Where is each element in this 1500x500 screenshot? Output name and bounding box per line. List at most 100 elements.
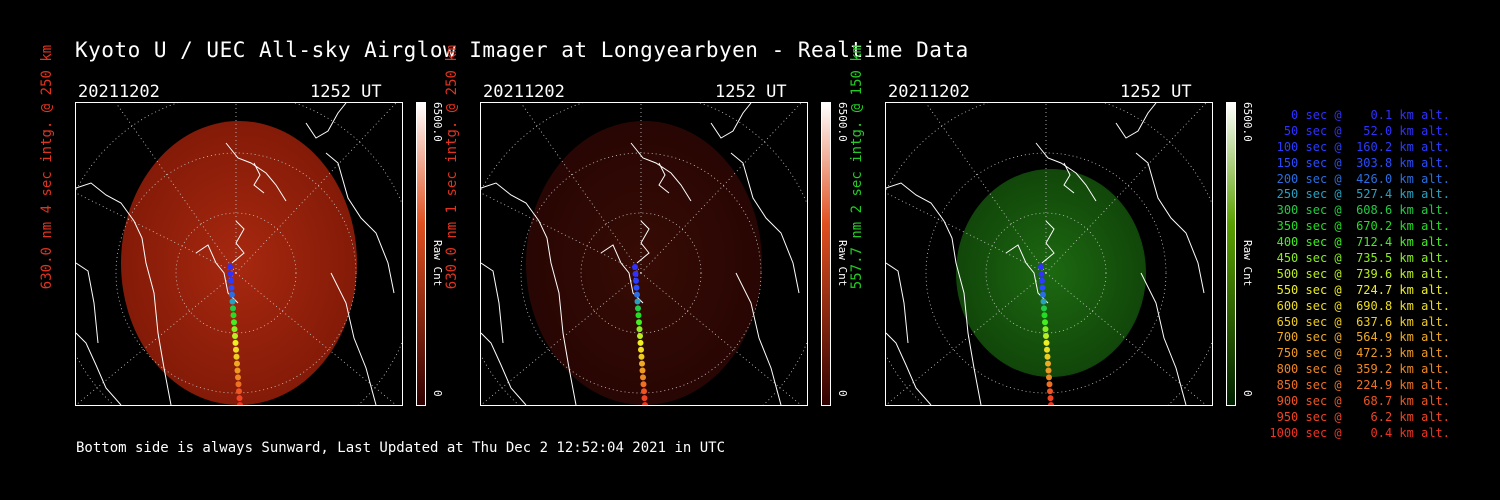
legend-row: 1000 sec @ 0.4 km alt. [1269,425,1450,440]
trajectory-point [229,298,236,305]
coastline [1063,162,1075,194]
grid-line [925,103,1047,274]
legend-row: 300 sec @ 608.6 km alt. [1269,203,1450,218]
colorbar [821,102,831,406]
trajectory-point [641,395,648,402]
trajectory-point [232,333,238,339]
grid-line [640,272,802,405]
coastline [225,142,287,202]
trajectory-point [1039,284,1046,291]
legend-row: 100 sec @ 160.2 km alt. [1269,139,1450,154]
coastline [231,220,245,264]
trajectory-point [1048,402,1054,405]
grid-line [115,103,237,274]
panel-time: 1252 UT [310,82,382,102]
colorbar-min: 0 [1241,390,1254,397]
trajectory-point [1040,291,1046,298]
coastline [330,272,377,405]
trajectory-point [228,277,234,284]
trajectory-point [1042,319,1048,326]
trajectory-point [642,402,648,405]
colorbar-min: 0 [431,390,444,397]
colorbar-max: 6500.0 [836,102,849,142]
trajectory-point [1039,277,1045,284]
coastline [305,103,347,139]
coastline [325,152,395,294]
trajectory-point [1042,326,1049,333]
coastline [76,332,122,405]
colorbar-unit: Raw Cnt [431,240,444,287]
trajectory-point [233,353,240,360]
panel-time: 1252 UT [715,82,787,102]
colorbar-min: 0 [836,390,849,397]
trajectory-point [637,333,643,339]
coastline [1115,103,1157,139]
legend-row: 150 sec @ 303.8 km alt. [1269,155,1450,170]
grid-circle [580,212,702,334]
trajectory-point [639,360,645,367]
trajectory-point [632,270,639,277]
trajectory-point [1045,360,1051,367]
trajectory-point [235,381,242,388]
trajectory-point [640,381,647,388]
trajectory-point [237,402,243,405]
coastline [886,262,909,344]
trajectory-point [227,264,233,270]
grid-circle [175,212,297,334]
legend-row: 450 sec @ 735.5 km alt. [1269,251,1450,266]
trajectory-point [634,298,641,305]
grid-circle [520,152,762,394]
trajectory-point [1044,346,1050,353]
panel-date: 20211202 [483,82,565,102]
legend-row: 0 sec @ 0.1 km alt. [1269,108,1450,122]
allsky-image [75,102,403,406]
trajectory-point [640,374,646,381]
trajectory-point [1046,381,1053,388]
panel-ylabel: 630.0 nm 1 sec intg. @ 250 km [444,44,460,290]
trajectory-point [641,388,647,395]
page-title: Kyoto U / UEC All-sky Airglow Imager at … [75,38,969,62]
panel-ylabel: 557.7 nm 2 sec intg. @ 150 km [849,44,865,290]
coastline [735,272,782,405]
panel-date: 20211202 [78,82,160,102]
trajectory-point [1038,264,1044,270]
trajectory-point [636,319,642,326]
trajectory-point [231,326,238,333]
legend-row: 850 sec @ 224.9 km alt. [1269,378,1450,393]
grid-line [76,272,237,405]
grid-line [886,272,1047,405]
legend-row: 750 sec @ 472.3 km alt. [1269,346,1450,361]
trajectory-point [635,305,641,312]
trajectory-point [1043,339,1050,346]
grid-line [520,103,642,274]
trajectory-point [634,291,640,298]
grid-circle [925,152,1167,394]
trajectory-point [636,326,643,333]
trajectory-point [1040,298,1047,305]
coastline [630,142,692,202]
legend-row: 600 sec @ 690.8 km alt. [1269,298,1450,313]
trajectory-point [1047,388,1053,395]
legend-row: 950 sec @ 6.2 km alt. [1269,409,1450,424]
trajectory-point [234,360,240,367]
legend-row: 200 sec @ 426.0 km alt. [1269,171,1450,186]
panel-630-1s: 20211202 1252 UT 630.0 nm 1 sec intg. @ … [444,45,890,440]
coastline [1035,142,1097,202]
footer-note: Bottom side is always Sunward, Last Upda… [76,440,726,456]
coastline [730,152,800,294]
coastline [76,182,172,405]
grid-line [1045,272,1207,405]
legend-row: 550 sec @ 724.7 km alt. [1269,282,1450,297]
coastline [1140,272,1187,405]
coastline [253,162,265,194]
coastline [636,220,650,264]
grid-line [1045,103,1207,274]
panel-time: 1252 UT [1120,82,1192,102]
colorbar-unit: Raw Cnt [836,240,849,287]
legend-row: 900 sec @ 68.7 km alt. [1269,394,1450,409]
trajectory-point [1043,333,1049,339]
trajectory-point [230,312,237,319]
colorbar [416,102,426,406]
trajectory-point [1044,353,1051,360]
trajectory-point [638,346,644,353]
